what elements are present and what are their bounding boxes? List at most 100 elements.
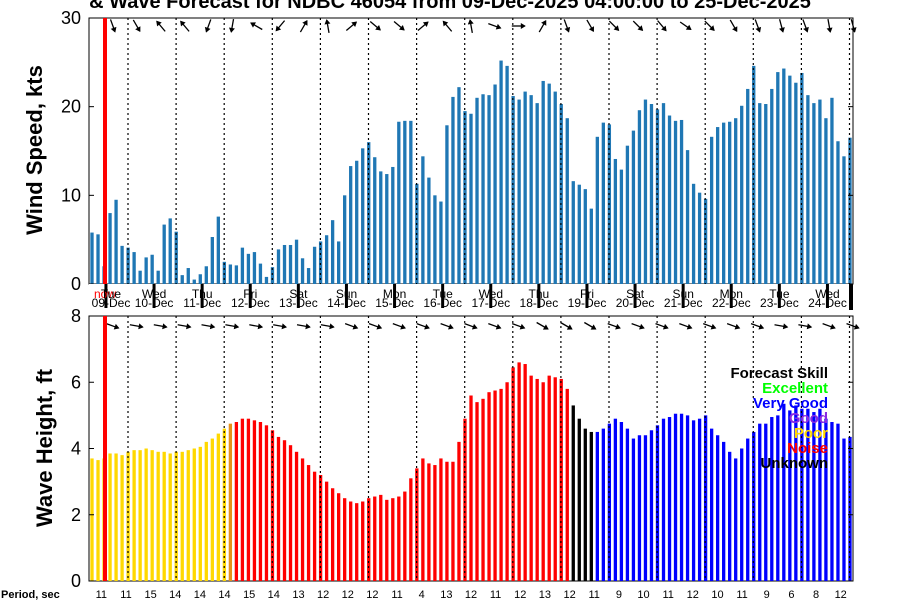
period-value: 15 — [144, 589, 156, 600]
bar — [132, 252, 136, 284]
period-value: 11 — [96, 589, 107, 600]
bar — [433, 195, 437, 284]
bar — [691, 183, 696, 284]
bar — [138, 450, 142, 581]
bar — [439, 458, 443, 581]
day-name: Wed — [142, 287, 166, 301]
bar — [637, 110, 642, 285]
bar — [180, 451, 184, 581]
arrow-head — [806, 323, 813, 330]
arrow-head — [329, 323, 335, 330]
period-value: 14 — [194, 589, 206, 600]
arrow-head — [471, 323, 478, 330]
bar — [734, 118, 738, 284]
bar — [126, 247, 130, 284]
bar — [782, 68, 786, 284]
bar — [842, 156, 846, 284]
direction-arrow — [369, 21, 381, 31]
bar — [703, 198, 708, 284]
day-date: 24-Dec — [808, 296, 847, 310]
bar — [439, 201, 443, 284]
bar — [830, 422, 834, 581]
direction-arrow — [679, 21, 692, 31]
bar — [679, 413, 684, 581]
arrow-head — [180, 20, 186, 27]
legend-noise: Noise — [787, 440, 828, 457]
bar — [349, 166, 353, 284]
bar — [379, 171, 383, 284]
direction-arrow — [655, 322, 669, 330]
bar — [601, 122, 605, 284]
bar — [258, 422, 263, 581]
day-divider — [200, 284, 204, 308]
bar — [96, 234, 100, 284]
bar — [306, 465, 311, 581]
bar — [709, 136, 714, 284]
bar — [282, 440, 287, 581]
bar — [812, 103, 816, 285]
bar — [264, 276, 269, 284]
arrow-head — [375, 24, 381, 31]
day-date: 16-Dec — [423, 296, 462, 310]
day-name: Sat — [289, 287, 308, 301]
bar — [734, 458, 738, 581]
bar — [722, 441, 726, 582]
day-date: 15-Dec — [375, 296, 414, 310]
bar — [848, 137, 852, 284]
arrow-head — [257, 323, 264, 330]
bar — [228, 264, 233, 284]
day-date: 09-Dec — [92, 296, 131, 310]
bar — [306, 268, 311, 284]
bar — [324, 235, 329, 284]
bar — [114, 453, 118, 581]
bar — [451, 461, 455, 581]
arrow-head — [228, 27, 235, 33]
wind-direction-arrows — [109, 18, 857, 34]
bar — [685, 415, 690, 582]
bar — [667, 115, 672, 284]
bar — [487, 392, 491, 581]
bar — [361, 148, 365, 284]
bar — [144, 257, 148, 284]
arrow-head — [519, 323, 526, 330]
bar — [469, 113, 473, 284]
period-label: Period, sec — [1, 589, 60, 600]
bar — [427, 177, 431, 284]
wind-bars — [90, 60, 852, 285]
bar — [499, 60, 503, 285]
bar — [848, 436, 852, 581]
bar — [836, 141, 840, 284]
day-name: Tue — [433, 287, 454, 301]
bar — [722, 122, 726, 284]
direction-arrow — [393, 21, 405, 31]
arrow-head — [110, 26, 117, 33]
arrow-head — [162, 323, 168, 330]
direction-arrow — [324, 19, 331, 34]
day-axis: nowTue09-DecWed10-DecThu11-DecFri12-DecS… — [89, 284, 853, 316]
bar — [499, 388, 503, 582]
arrow-head — [399, 24, 405, 31]
arrow-head — [520, 23, 526, 29]
bar — [758, 423, 762, 581]
day-date: 11-Dec — [183, 296, 221, 310]
bar — [715, 127, 720, 284]
day-divider — [777, 284, 781, 308]
period-value: 10 — [637, 589, 649, 600]
arrow-head — [352, 323, 359, 330]
bar — [697, 192, 702, 284]
direction-arrow — [180, 20, 190, 32]
bar — [156, 270, 160, 284]
period-value: 11 — [120, 589, 131, 600]
direction-arrow — [344, 322, 359, 330]
bar — [330, 488, 335, 581]
bar — [770, 417, 774, 581]
arrow-head — [302, 19, 308, 26]
arrow-head — [826, 27, 833, 33]
arrow-head — [830, 323, 836, 330]
bar — [258, 263, 263, 284]
direction-arrow — [850, 19, 857, 33]
day-divider — [104, 284, 108, 308]
bar — [589, 208, 593, 284]
bar — [294, 451, 299, 581]
arrow-head — [209, 323, 216, 330]
